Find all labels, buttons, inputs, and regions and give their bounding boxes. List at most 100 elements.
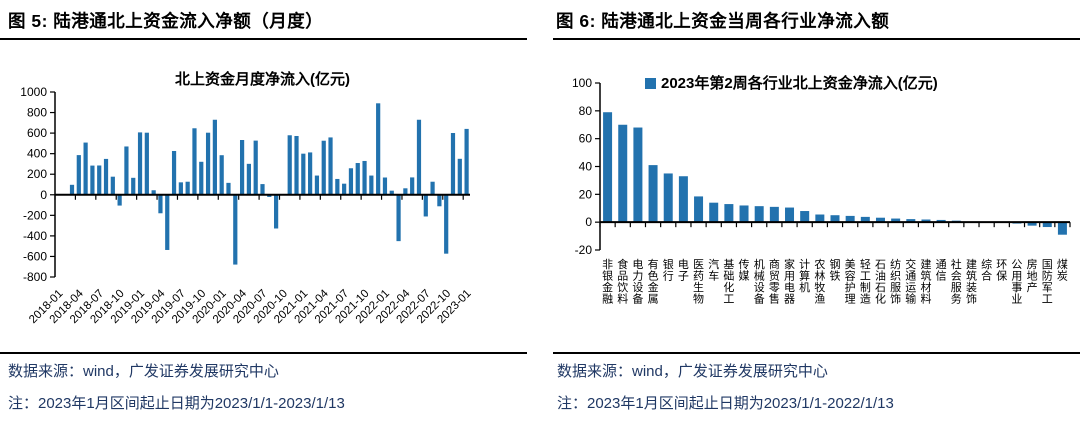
bar (171, 150, 177, 195)
x-axis-category-label: 轻工制造 (860, 257, 871, 306)
x-axis-category-label: 农林牧渔 (814, 257, 825, 306)
bar (274, 194, 279, 229)
x-axis-category-label: 建筑材料 (920, 257, 931, 306)
x-axis-category-label: 公用事业 (1011, 259, 1022, 306)
bar (342, 183, 347, 195)
x-axis-category-label: 有色金属 (648, 257, 659, 306)
bar (260, 184, 265, 195)
x-axis-category-label: 传媒 (739, 258, 750, 283)
bar (845, 215, 855, 223)
bar (603, 112, 613, 223)
y-axis-tick-label: -200 (23, 208, 47, 222)
y-axis-tick-label: -600 (23, 249, 47, 263)
figure6-title: 图 6: 陆港通北上资金当周各行业净流入额 (556, 11, 890, 31)
bar (618, 124, 628, 223)
bar (1057, 222, 1067, 235)
bar (754, 206, 764, 223)
x-axis-category-label: 食品饮料 (617, 257, 628, 306)
x-axis-category-label: 国防军工 (1042, 258, 1053, 306)
monthly-net-inflow-chart: 10008006004002000-200-400-600-8002018-01… (20, 70, 473, 326)
bar (144, 132, 149, 195)
figure6-note: 注：2023年1月区间起止日期为2023/1/1-2022/1/13 (557, 395, 894, 412)
bar (178, 182, 183, 195)
bar (239, 140, 245, 195)
bar (185, 181, 190, 195)
bar (287, 135, 292, 195)
bar (633, 127, 643, 223)
bar (165, 194, 170, 250)
bar (382, 177, 388, 195)
bar (464, 128, 469, 195)
bar (233, 194, 238, 265)
y-axis-tick-label: 0 (40, 188, 47, 202)
x-axis-category-label: 银行 (663, 257, 674, 283)
bar (321, 140, 326, 195)
bar (444, 194, 449, 254)
x-axis-category-label: 商贸零售 (769, 257, 780, 306)
x-axis-category-label: 美容护理 (845, 258, 856, 306)
bar (663, 173, 673, 223)
bar (76, 155, 81, 195)
bar (308, 152, 313, 195)
bar (117, 194, 122, 206)
x-axis-category-label: 医药生物 (693, 259, 704, 306)
figure5-note: 注：2023年1月区间起止日期为2023/1/1-2023/1/13 (8, 395, 345, 412)
figure6-panel: 图 6: 陆港通北上资金当周各行业净流入额 100 80 60 40 20 0 -20 非银金… (540, 0, 1080, 432)
x-axis-category-label: 家用电器 (784, 257, 795, 306)
chart-title: 北上资金月度净流入(亿元) (175, 70, 350, 88)
bar (226, 182, 231, 195)
y-axis-tick-label: 800 (27, 106, 47, 120)
legend-swatch-icon (645, 78, 656, 89)
bar (103, 158, 109, 195)
bar (450, 133, 456, 195)
figure5-footer-rule (0, 352, 527, 354)
bar (205, 132, 211, 195)
bar (815, 214, 825, 223)
bar (694, 196, 704, 223)
x-axis-category-label: 基础化工 (723, 258, 734, 306)
bar (314, 175, 320, 195)
y-axis-tick-label: 0 (585, 215, 592, 229)
y-axis-tick-label: 40 (579, 160, 593, 174)
bar (648, 165, 658, 223)
bar (158, 194, 163, 214)
bar (362, 160, 367, 195)
bar (376, 103, 381, 195)
bar (97, 165, 102, 195)
x-axis-category-label: 汽车 (708, 257, 719, 283)
x-axis-category-label: 电子 (678, 258, 689, 283)
x-axis-category-label: 社会服务 (951, 257, 962, 306)
x-axis-category-label: 环保 (996, 259, 1007, 283)
bar (131, 177, 136, 195)
bar (369, 175, 374, 195)
bar (410, 177, 415, 195)
figure6-data-source: 数据来源：wind，广发证券发展研究中心 (557, 363, 828, 380)
x-axis-category-label: 房地产 (1027, 258, 1038, 294)
bar (423, 194, 428, 217)
bar (1042, 222, 1052, 228)
bar (785, 207, 795, 223)
bar (335, 178, 340, 195)
bar (437, 194, 442, 207)
y-axis-tick-label: -20 (575, 243, 593, 257)
bar (769, 206, 779, 223)
bar (90, 165, 95, 195)
bar (348, 168, 354, 195)
bar (253, 140, 258, 195)
x-axis-category-label: 煤炭 (1057, 258, 1068, 283)
bar (137, 132, 143, 195)
x-axis-category-label: 非银金融 (602, 258, 613, 306)
bar (294, 135, 299, 195)
bar (678, 176, 688, 223)
bar (301, 153, 306, 195)
bar (151, 190, 156, 195)
x-axis-category-label: 计算机 (799, 258, 810, 294)
weekly-industry-net-inflow-chart: 100 80 60 40 20 0 -20 非银金融食品饮料电力设备有色金属银行电子医药生物汽… (572, 74, 1071, 306)
x-axis-category-label: 建筑装饰 (966, 257, 977, 306)
bar (891, 218, 901, 223)
x-axis-category-label: 纺织服饰 (890, 257, 901, 306)
figure6-title-rule (553, 38, 1080, 40)
figure5-title: 图 5: 陆港通北上资金流入净额（月度） (8, 11, 324, 31)
bar (355, 163, 360, 195)
